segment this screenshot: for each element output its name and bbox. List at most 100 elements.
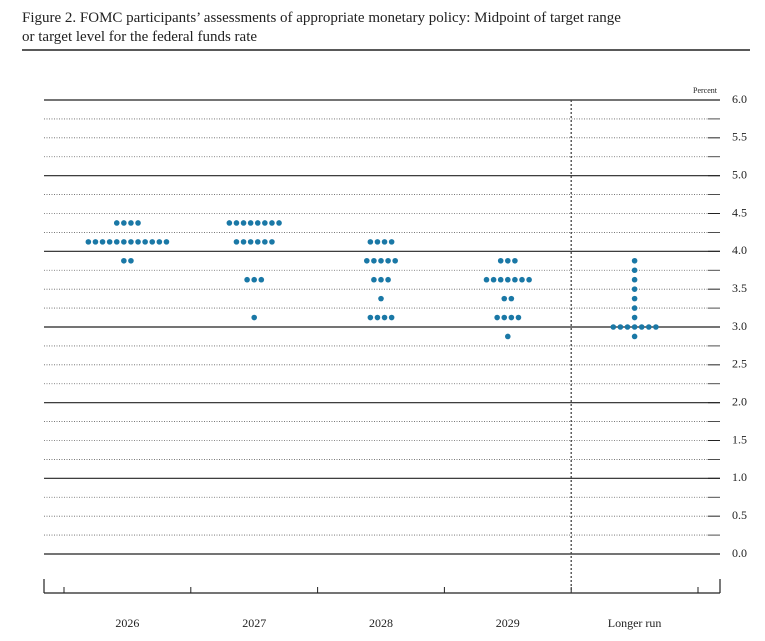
chart-title: Figure 2. FOMC participants’ assessments… — [22, 10, 621, 26]
dot — [371, 257, 377, 264]
dot — [378, 295, 384, 302]
y-tick-label: 5.5 — [732, 130, 747, 144]
dot — [92, 239, 99, 245]
dot — [121, 220, 127, 226]
dot — [494, 314, 500, 321]
dot — [526, 276, 532, 283]
dot — [374, 314, 381, 321]
dot — [505, 257, 511, 264]
dot — [276, 220, 282, 226]
dot — [631, 257, 638, 264]
dot — [149, 239, 156, 245]
dot — [244, 276, 250, 283]
y-tick-label: 4.5 — [732, 205, 747, 219]
dot — [497, 276, 504, 283]
y-tick-label: 5.0 — [732, 167, 747, 181]
dot — [240, 239, 247, 245]
dot — [508, 295, 515, 302]
dot — [371, 276, 377, 283]
dot — [631, 314, 638, 321]
y-tick-label: 4.0 — [732, 243, 747, 257]
dot — [631, 324, 638, 330]
dot — [610, 324, 617, 330]
dot — [99, 239, 106, 245]
dot — [512, 257, 518, 264]
dot — [364, 257, 370, 264]
dot — [638, 324, 645, 330]
dot — [385, 276, 391, 283]
dot — [501, 295, 508, 302]
dot — [262, 220, 268, 226]
dot — [624, 324, 631, 330]
dot — [631, 276, 638, 283]
dot — [378, 276, 384, 283]
dot — [483, 276, 490, 283]
dot — [617, 324, 624, 330]
dot — [490, 276, 497, 283]
dot — [251, 276, 257, 283]
x-tick-label: 2029 — [496, 616, 520, 630]
dot — [113, 239, 120, 245]
dot — [505, 276, 511, 283]
dot — [367, 314, 374, 321]
dot — [240, 220, 247, 226]
dot — [631, 305, 638, 311]
dot — [113, 220, 120, 226]
dot — [121, 257, 127, 264]
y-tick-label: 0.5 — [732, 508, 747, 522]
x-tick-label: 2028 — [369, 616, 393, 630]
dot — [128, 220, 134, 226]
dot — [128, 239, 134, 245]
dot — [254, 220, 261, 226]
dot — [378, 257, 384, 264]
dot — [233, 239, 240, 245]
dot — [381, 239, 388, 245]
dot — [631, 333, 638, 340]
dot — [388, 239, 395, 245]
dot — [128, 257, 134, 264]
dot — [269, 220, 275, 226]
dot — [85, 239, 92, 245]
dot — [226, 220, 233, 226]
dot — [631, 295, 638, 302]
dot — [653, 324, 659, 330]
dot — [121, 239, 127, 245]
dot — [515, 314, 522, 321]
dot — [508, 314, 515, 321]
x-tick-label: 2026 — [115, 616, 139, 630]
dot — [646, 324, 652, 330]
dot — [156, 239, 163, 245]
dot — [142, 239, 148, 245]
y-tick-label: 2.0 — [732, 394, 747, 408]
chart-subtitle: or target level for the federal funds ra… — [22, 29, 257, 45]
dot — [367, 239, 374, 245]
dot — [106, 239, 113, 245]
dot — [505, 333, 511, 340]
y-tick-label: 1.0 — [732, 470, 747, 484]
dot — [247, 220, 254, 226]
dot — [512, 276, 518, 283]
dot — [497, 257, 504, 264]
dot — [269, 239, 275, 245]
x-tick-label: Longer run — [608, 616, 662, 630]
dot — [251, 314, 257, 321]
y-tick-label: 3.5 — [732, 281, 747, 295]
dot — [388, 314, 395, 321]
dot — [258, 276, 265, 283]
dot — [247, 239, 254, 245]
y-axis-label: Percent — [693, 86, 718, 95]
dot — [262, 239, 268, 245]
dot — [501, 314, 508, 321]
y-tick-label: 3.0 — [732, 319, 747, 333]
y-tick-label: 6.0 — [732, 92, 747, 106]
dot — [374, 239, 381, 245]
dot — [135, 220, 141, 226]
dot — [135, 239, 141, 245]
dot — [392, 257, 399, 264]
dot — [519, 276, 525, 283]
dot — [254, 239, 261, 245]
x-tick-label: 2027 — [242, 616, 266, 630]
dot — [233, 220, 240, 226]
dot — [631, 286, 638, 292]
